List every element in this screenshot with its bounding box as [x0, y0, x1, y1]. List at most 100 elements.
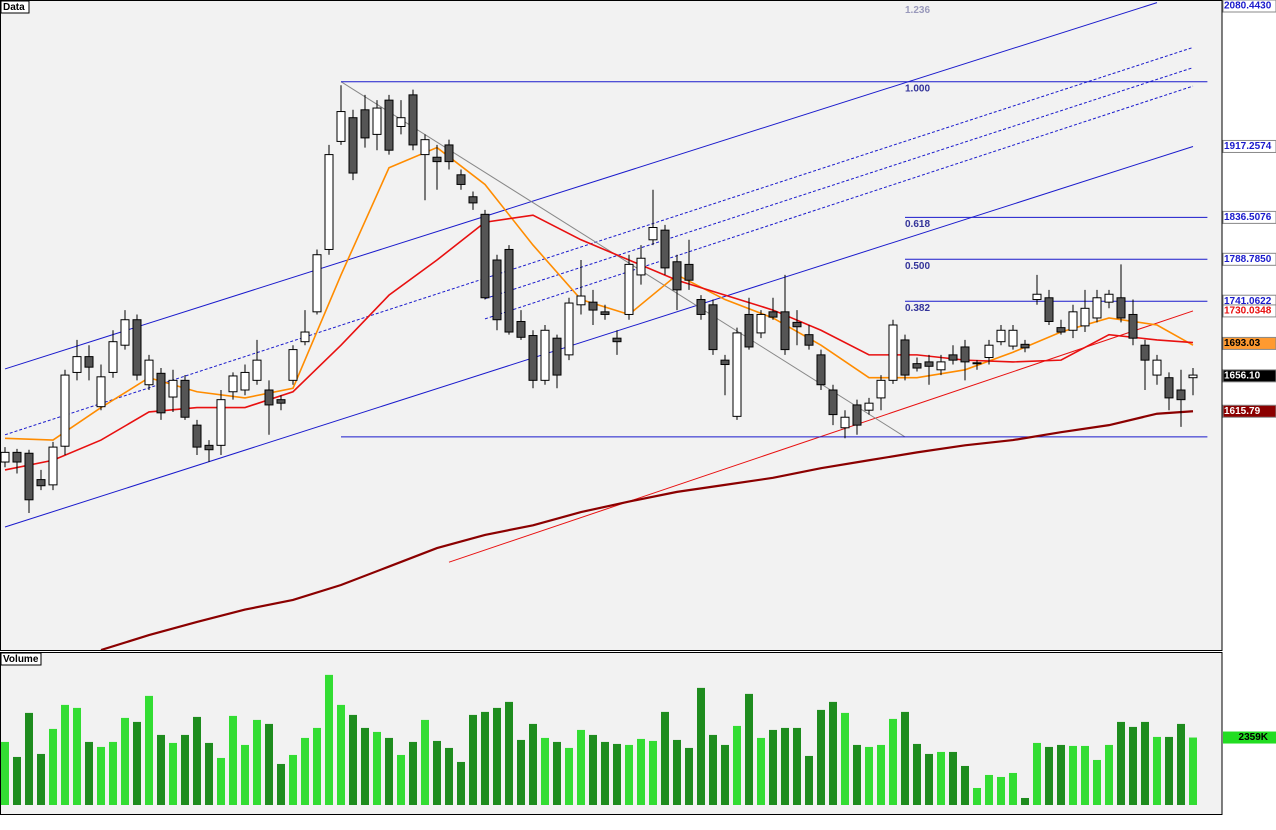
- candle-body: [72, 356, 82, 373]
- volume-bar: [601, 741, 609, 805]
- candle-body: [1008, 329, 1018, 347]
- candle-body: [372, 107, 382, 135]
- candle-body: [168, 379, 178, 398]
- title-box: [0, 0, 30, 14]
- volume-bar: [1081, 745, 1089, 805]
- volume-bar: [661, 711, 669, 805]
- volume-bar: [169, 742, 177, 805]
- candle-body: [240, 371, 250, 391]
- candle-body: [84, 356, 94, 368]
- volume-bar: [1033, 742, 1041, 805]
- candle-body: [924, 361, 934, 367]
- candle-body: [24, 452, 34, 501]
- fib-label: 0.500: [905, 261, 930, 272]
- fib-label: 1.000: [905, 83, 930, 94]
- candle-body: [456, 174, 466, 185]
- candle-body: [288, 349, 298, 381]
- price-tag-box: [1222, 139, 1276, 153]
- candle-body: [444, 144, 454, 163]
- candle-body: [816, 354, 826, 386]
- volume-bar: [637, 738, 645, 805]
- volume-bar: [361, 727, 369, 805]
- volume-bar: [697, 687, 705, 805]
- candle-body: [768, 311, 778, 318]
- volume-bar: [157, 734, 165, 805]
- volume-bar: [181, 734, 189, 805]
- volume-bar: [685, 747, 693, 805]
- volume-tag-box: [1223, 731, 1276, 744]
- candle-body: [180, 379, 190, 418]
- candle-body: [1020, 343, 1030, 349]
- volume-bar: [733, 725, 741, 805]
- candle-body: [324, 154, 334, 250]
- volume-bar: [25, 712, 33, 805]
- volume-bar: [853, 744, 861, 805]
- volume-bar: [877, 744, 885, 805]
- volume-bar: [1093, 759, 1101, 805]
- candle-body: [900, 339, 910, 376]
- volume-bar: [469, 714, 477, 805]
- volume-panel: [0, 652, 1223, 815]
- candle-body: [876, 379, 886, 399]
- volume-bar: [673, 739, 681, 805]
- volume-bar: [1177, 723, 1185, 805]
- price-tag: 1656.10: [1224, 370, 1261, 381]
- candle-body: [840, 416, 850, 429]
- candle-body: [624, 263, 634, 315]
- price-tag: 1693.03: [1224, 338, 1261, 349]
- candle-body: [96, 376, 106, 408]
- volume-bar: [217, 757, 225, 805]
- volume-bar: [49, 728, 57, 805]
- volume-bar: [313, 727, 321, 805]
- candle-body: [1164, 377, 1174, 399]
- volume-bar: [1057, 744, 1065, 805]
- candle-body: [1032, 293, 1042, 301]
- candle-body: [1104, 293, 1114, 303]
- volume-bar: [613, 743, 621, 805]
- volume-bar: [865, 746, 873, 805]
- candle-body: [996, 329, 1006, 343]
- price-tag-box: [1222, 369, 1276, 383]
- candle-body: [588, 301, 598, 311]
- volume-bar: [1105, 744, 1113, 805]
- volume-bar: [97, 746, 105, 805]
- volume-bar: [937, 751, 945, 805]
- trendline: [4, 46, 1194, 436]
- candle-body: [852, 404, 862, 426]
- candle-body: [1188, 374, 1198, 379]
- volume-bar: [241, 744, 249, 805]
- volume-bar: [709, 734, 717, 805]
- candle-body: [264, 389, 274, 406]
- volume-bar: [745, 693, 753, 805]
- axis-tag-box: [1222, 210, 1276, 224]
- volume-bar: [757, 737, 765, 805]
- volume-bar: [1153, 736, 1161, 805]
- candle-body: [960, 346, 970, 363]
- volume-bar: [1141, 721, 1149, 805]
- volume-bar: [805, 755, 813, 805]
- volume-bar: [445, 747, 453, 805]
- moving-average: [4, 214, 1194, 471]
- volume-bar: [13, 756, 21, 805]
- candle-body: [132, 319, 142, 376]
- volume-bar: [829, 701, 837, 805]
- candle-body: [120, 319, 130, 346]
- candle-body: [576, 295, 586, 306]
- candle-body: [36, 479, 46, 487]
- fib-label: 1.236: [905, 5, 930, 16]
- candle-body: [492, 259, 502, 321]
- candle-body: [528, 335, 538, 381]
- candle-body: [60, 374, 70, 447]
- candle-body: [636, 257, 646, 276]
- candle-body: [1092, 297, 1102, 319]
- candle-body: [912, 363, 922, 369]
- candle-body: [1116, 297, 1126, 319]
- volume-bar: [493, 707, 501, 805]
- candle-body: [948, 354, 958, 361]
- candle-body: [564, 302, 574, 356]
- volume-bar: [577, 729, 585, 805]
- candle-body: [612, 337, 622, 343]
- volume-bar: [625, 744, 633, 805]
- candle-body: [1152, 359, 1162, 376]
